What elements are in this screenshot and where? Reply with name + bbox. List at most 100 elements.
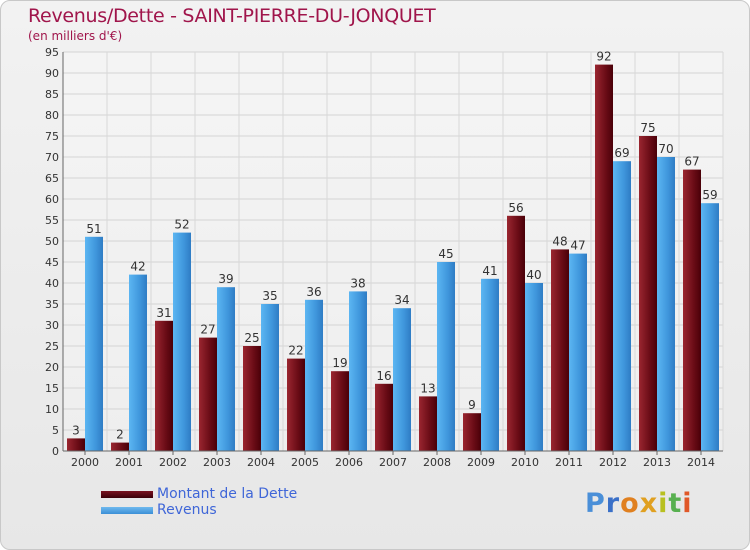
data-label: 92 (596, 50, 611, 64)
brand-letter: t (668, 488, 683, 519)
bar-revenue (85, 236, 103, 451)
data-label: 22 (288, 344, 303, 358)
x-tick-label: 2013 (643, 456, 671, 469)
legend-label-revenue: Revenus (157, 502, 217, 518)
data-label: 3 (72, 423, 80, 437)
y-tick-label: 10 (45, 403, 59, 416)
y-tick-label: 25 (45, 340, 59, 353)
y-tick-label: 80 (45, 109, 59, 122)
data-label: 25 (244, 331, 259, 345)
brand-letter: o (620, 488, 640, 519)
bar-revenue (437, 262, 455, 451)
bar-revenue (129, 274, 147, 451)
data-label: 41 (482, 264, 497, 278)
y-tick-label: 15 (45, 382, 59, 395)
y-tick-label: 0 (52, 445, 59, 458)
bar-debt (287, 358, 305, 451)
data-label: 19 (332, 356, 347, 370)
y-tick-label: 20 (45, 361, 59, 374)
chart-subtitle: (en milliers d'€) (28, 29, 123, 43)
x-tick-label: 2001 (115, 456, 143, 469)
brand-letter: P (585, 488, 606, 519)
bar-revenue (613, 161, 631, 451)
legend-label-debt: Montant de la Dette (157, 486, 298, 502)
bar-debt (595, 64, 613, 451)
bar-debt (243, 346, 261, 451)
y-tick-label: 5 (52, 424, 59, 437)
data-label: 69 (614, 146, 629, 160)
bar-revenue (393, 308, 411, 451)
bar-debt (551, 249, 569, 451)
data-label: 31 (156, 306, 171, 320)
y-tick-label: 40 (45, 277, 59, 290)
x-tick-label: 2003 (203, 456, 231, 469)
y-tick-label: 70 (45, 151, 59, 164)
bar-debt (683, 169, 701, 451)
brand-letter: x (639, 488, 659, 519)
data-label: 9 (468, 398, 476, 412)
data-label: 56 (508, 201, 523, 215)
x-tick-label: 2000 (71, 456, 99, 469)
y-tick-label: 30 (45, 319, 59, 332)
x-tick-label: 2012 (599, 456, 627, 469)
data-label: 34 (394, 293, 409, 307)
y-tick-label: 90 (45, 67, 59, 80)
data-label: 27 (200, 323, 215, 337)
x-tick-label: 2009 (467, 456, 495, 469)
data-label: 13 (420, 381, 435, 395)
x-tick-label: 2006 (335, 456, 363, 469)
y-tick-label: 60 (45, 193, 59, 206)
legend-swatch-revenue (101, 507, 153, 514)
data-label: 45 (438, 247, 453, 261)
y-tick-label: 85 (45, 88, 59, 101)
y-tick-label: 50 (45, 235, 59, 248)
x-tick-label: 2002 (159, 456, 187, 469)
bar-debt (155, 320, 173, 451)
x-tick-label: 2004 (247, 456, 275, 469)
brand-logo: Proxiti (585, 488, 693, 519)
data-label: 52 (174, 218, 189, 232)
bar-revenue (657, 157, 675, 451)
y-tick-label: 75 (45, 130, 59, 143)
y-tick-label: 55 (45, 214, 59, 227)
bar-debt (199, 337, 217, 451)
bar-debt (331, 371, 349, 451)
y-tick-label: 95 (45, 46, 59, 59)
data-label: 67 (684, 155, 699, 169)
bar-revenue (569, 253, 587, 451)
data-label: 39 (218, 272, 233, 286)
y-tick-label: 35 (45, 298, 59, 311)
bar-revenue (305, 299, 323, 451)
y-tick-label: 65 (45, 172, 59, 185)
bar-revenue (349, 291, 367, 451)
data-label: 75 (640, 121, 655, 135)
data-label: 47 (570, 239, 585, 253)
data-label: 16 (376, 369, 391, 383)
bar-debt (67, 438, 85, 451)
data-label: 70 (658, 142, 673, 156)
x-tick-label: 2005 (291, 456, 319, 469)
brand-letter: r (605, 488, 621, 519)
bar-revenue (481, 278, 499, 451)
data-label: 40 (526, 268, 541, 282)
x-tick-label: 2011 (555, 456, 583, 469)
y-tick-label: 45 (45, 256, 59, 269)
data-label: 38 (350, 276, 365, 290)
bar-debt (463, 413, 481, 451)
data-label: 36 (306, 285, 321, 299)
data-label: 48 (552, 234, 567, 248)
bar-revenue (525, 283, 543, 451)
brand-letter: i (682, 488, 693, 519)
brand-letter: i (658, 488, 669, 519)
data-label: 59 (702, 188, 717, 202)
bar-revenue (217, 287, 235, 451)
x-tick-label: 2008 (423, 456, 451, 469)
bar-debt (639, 136, 657, 451)
bar-debt (507, 215, 525, 451)
bar-revenue (173, 232, 191, 451)
x-tick-label: 2014 (687, 456, 715, 469)
data-label: 51 (86, 222, 101, 236)
legend-swatch-debt (101, 491, 153, 498)
bar-debt (111, 442, 129, 451)
